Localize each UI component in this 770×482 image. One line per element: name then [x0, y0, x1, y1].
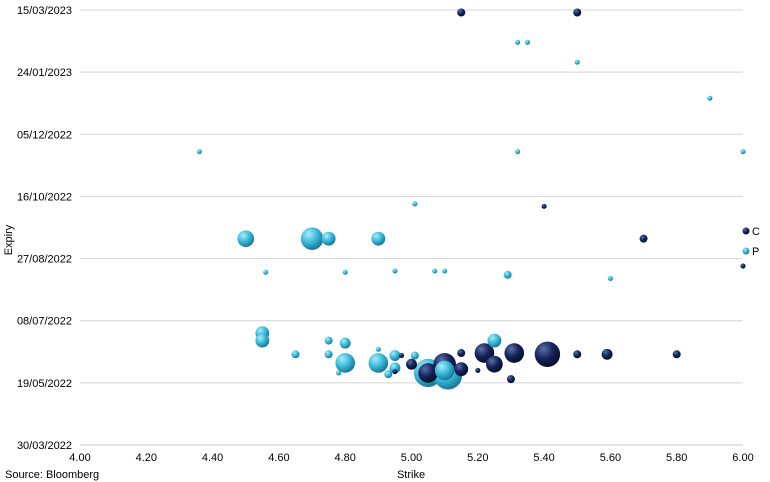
- bubble-p: [237, 230, 255, 248]
- bubble-p: [412, 201, 418, 207]
- bubble-p: [487, 333, 502, 348]
- bubble-p: [196, 149, 202, 155]
- bubble-p: [300, 227, 324, 250]
- bubble-c: [457, 349, 466, 358]
- bubble-c: [601, 348, 613, 360]
- bubbles: [196, 8, 746, 390]
- bubble-p: [335, 353, 356, 373]
- bubble-p: [432, 268, 438, 274]
- y-tick-label: 30/03/2022: [17, 440, 72, 452]
- bubble-c: [399, 352, 405, 359]
- y-axis-ticks: 15/03/2023 24/01/2023 05/12/2022 16/10/2022…: [17, 5, 72, 452]
- bubble-p: [392, 268, 398, 274]
- bubble-c: [573, 350, 582, 359]
- bubble-p: [384, 370, 393, 379]
- y-axis-title: Expiry: [3, 224, 15, 255]
- x-tick-label: 4.80: [334, 452, 355, 464]
- x-tick-label: 6.00: [732, 452, 753, 464]
- bubble-p: [368, 353, 389, 373]
- x-tick-label: 5.80: [666, 452, 687, 464]
- bubble-p: [324, 350, 333, 359]
- bubble-p: [607, 275, 613, 282]
- legend: CP: [742, 226, 760, 258]
- y-tick-label: 08/07/2022: [17, 316, 72, 328]
- x-tick-label: 5.00: [401, 452, 422, 464]
- legend-marker-p: [742, 247, 750, 255]
- legend-label-p: P: [752, 246, 759, 258]
- y-tick-label: 05/12/2022: [17, 129, 72, 141]
- bubble-p: [342, 269, 348, 275]
- y-tick-label: 15/03/2023: [17, 5, 72, 17]
- legend-label-c: C: [752, 226, 760, 238]
- bubble-c: [541, 203, 547, 209]
- source-note: Source: Bloomberg: [5, 469, 100, 481]
- bubble-p: [375, 346, 381, 352]
- bubble-p: [324, 336, 333, 345]
- bubble-c: [406, 358, 417, 370]
- y-tick-label: 27/08/2022: [17, 254, 72, 266]
- x-axis-ticks: 4.00 4.20 4.40 4.60 4.80 5.00 5.20 5.40 5.60 5.80…: [69, 452, 753, 464]
- bubble-c: [418, 363, 438, 383]
- bubble-p: [503, 270, 512, 279]
- bubble-c: [457, 8, 466, 17]
- x-tick-label: 5.60: [600, 452, 621, 464]
- bubble-c: [392, 369, 398, 375]
- x-tick-label: 5.20: [467, 452, 488, 464]
- bubble-p: [321, 231, 336, 246]
- bubble-c: [506, 375, 515, 384]
- bubble-c: [534, 341, 561, 367]
- y-tick-label: 16/10/2022: [17, 191, 72, 203]
- bubble-c: [740, 263, 746, 269]
- x-tick-label: 5.40: [533, 452, 554, 464]
- bubble-p: [434, 360, 455, 381]
- bubble-p: [707, 95, 713, 101]
- bubble-p: [339, 337, 351, 349]
- x-axis-title: Strike: [397, 469, 425, 481]
- bubble-p: [515, 149, 521, 155]
- y-tick-label: 24/01/2023: [17, 67, 72, 79]
- bubble-c: [475, 367, 481, 373]
- bubble-c: [486, 355, 503, 373]
- bubble-c: [454, 362, 469, 377]
- x-tick-label: 4.20: [136, 452, 157, 464]
- bubble-p: [740, 149, 746, 155]
- bubble-p: [442, 268, 448, 274]
- bubble-p: [515, 39, 521, 45]
- x-tick-label: 4.00: [69, 452, 90, 464]
- bubble-p: [371, 231, 386, 246]
- bubble-p: [255, 333, 270, 348]
- bubble-p: [336, 370, 342, 376]
- bubble-p: [291, 350, 300, 359]
- bubble-c: [639, 234, 648, 243]
- y-tick-label: 19/05/2022: [17, 378, 72, 390]
- bubble-p: [389, 362, 401, 374]
- legend-marker-c: [742, 227, 750, 235]
- x-tick-label: 4.60: [268, 452, 289, 464]
- bubble-c: [573, 8, 582, 17]
- bubble-p: [574, 59, 580, 65]
- bubble-c: [672, 350, 681, 359]
- bubble-p: [410, 351, 419, 360]
- x-tick-label: 4.40: [202, 452, 223, 464]
- bubble-p: [389, 350, 401, 361]
- bubble-c: [504, 343, 525, 363]
- gridlines: [80, 9, 743, 384]
- bubble-p: [524, 39, 531, 45]
- bubble-p: [263, 269, 269, 275]
